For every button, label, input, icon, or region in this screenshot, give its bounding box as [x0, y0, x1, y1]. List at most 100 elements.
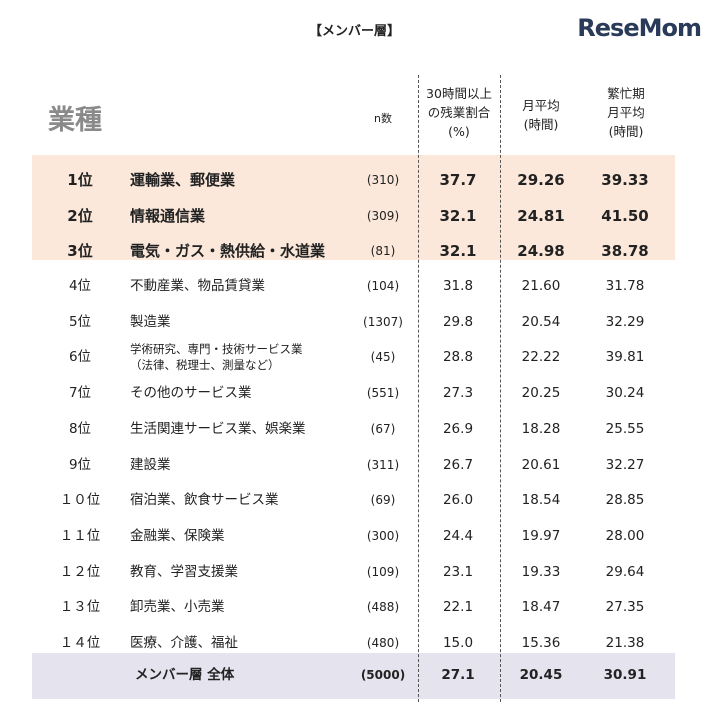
overtime-ratio: 24.4	[442, 527, 474, 544]
monthly-avg: 19.97	[521, 527, 561, 544]
sample-size: (67)	[370, 421, 396, 436]
sample-size: (104)	[366, 279, 400, 293]
header-line: (時間)	[523, 117, 559, 132]
industry-name: 情報通信業	[130, 206, 206, 225]
sample-size: (69)	[370, 493, 396, 508]
industry-name: 学術研究、専門・技術サービス業 （法律、税理士、測量など）	[130, 341, 345, 373]
header-line: 繁忙期	[607, 86, 645, 101]
industry-name: 金融業、保険業	[130, 527, 225, 544]
sample-size: (81)	[370, 244, 396, 258]
industry-name: 教育、学習支援業	[130, 563, 238, 580]
header-overtime-ratio: 30時間以上 の残業割合 (%)	[418, 84, 500, 141]
monthly-avg: 24.81	[517, 206, 565, 225]
overtime-ratio: 26.0	[442, 492, 474, 509]
busy-avg: 32.29	[605, 313, 645, 330]
rank: 1位	[67, 171, 93, 189]
overtime-ratio: 32.1	[439, 242, 477, 260]
overtime-ratio: 26.7	[442, 456, 474, 473]
header-industry: 業種	[48, 105, 102, 136]
busy-avg: 39.81	[605, 349, 645, 366]
column-divider	[418, 75, 419, 702]
sample-size: (551)	[366, 386, 400, 401]
header-n: n数	[374, 112, 392, 125]
industry-name: 不動産業、物品賃貸業	[130, 278, 265, 294]
total-avg: 20.45	[519, 667, 563, 683]
industry-name: 卸売業、小売業	[130, 599, 225, 616]
table-row: １２位 教育、学習支援業 (109) 23.1 19.33 29.64	[0, 555, 709, 590]
monthly-avg: 19.33	[521, 563, 561, 580]
rank: 3位	[67, 242, 93, 260]
rank: １２位	[59, 563, 101, 580]
sample-size: (488)	[366, 600, 400, 615]
monthly-avg: 18.47	[521, 599, 561, 616]
table-row: 1位 運輸業、郵便業 (310) 37.7 29.26 39.33	[0, 163, 709, 198]
sample-size: (310)	[366, 173, 400, 187]
sample-size: (109)	[366, 564, 400, 579]
table-row: 3位 電気・ガス・熱供給・水道業 (81) 32.1 24.98 38.78	[0, 234, 709, 269]
table-row: 4位 不動産業、物品賃貸業 (104) 31.8 21.60 31.78	[0, 269, 709, 304]
busy-avg: 28.85	[605, 492, 645, 509]
busy-avg: 41.50	[601, 206, 649, 225]
total-highlight-band	[32, 653, 675, 699]
overtime-ratio: 29.8	[442, 313, 474, 330]
industry-name: 製造業	[130, 313, 171, 330]
busy-avg: 28.00	[605, 527, 645, 544]
monthly-avg: 20.54	[521, 313, 561, 330]
sample-size: (300)	[366, 528, 400, 543]
header-line: の残業割合	[427, 105, 491, 120]
monthly-avg: 20.25	[521, 385, 561, 402]
overtime-ratio: 28.8	[442, 349, 474, 366]
overtime-ratio: 26.9	[442, 420, 474, 437]
table-row: １１位 金融業、保険業 (300) 24.4 19.97 28.00	[0, 519, 709, 554]
busy-avg: 21.38	[605, 635, 645, 651]
table-row: 6位 学術研究、専門・技術サービス業 （法律、税理士、測量など） (45) 28.8…	[0, 340, 709, 375]
rank: 4位	[68, 278, 92, 294]
industry-name: 医療、介護、福祉	[130, 635, 238, 651]
sample-size: (311)	[366, 457, 400, 472]
sample-size: (309)	[366, 208, 400, 223]
sample-size: (1307)	[363, 314, 403, 329]
busy-avg: 27.35	[605, 599, 645, 616]
industry-name: 電気・ガス・熱供給・水道業	[130, 242, 326, 260]
monthly-avg: 21.60	[521, 278, 561, 294]
rank: 9位	[68, 456, 92, 473]
busy-avg: 25.55	[605, 420, 645, 437]
header-line: 月平均	[522, 98, 560, 113]
overtime-ratio: 22.1	[442, 599, 474, 616]
header-line: (時間)	[608, 124, 644, 139]
header-line: 30時間以上	[426, 86, 492, 101]
header-busy-avg: 繁忙期 月平均 (時間)	[585, 84, 667, 141]
table-row: 7位 その他のサービス業 (551) 27.3 20.25 30.24	[0, 376, 709, 411]
table-row: 9位 建設業 (311) 26.7 20.61 32.27	[0, 448, 709, 483]
monthly-avg: 18.54	[521, 492, 561, 509]
total-row: メンバー層 全体 (5000) 27.1 20.45 30.91	[0, 658, 709, 693]
table-row: １４位 医療、介護、福祉 (480) 15.0 15.36 21.38	[0, 626, 709, 661]
industry-name: 建設業	[130, 456, 171, 473]
table-row: 2位 情報通信業 (309) 32.1 24.81 41.50	[0, 199, 709, 234]
table-row: １３位 卸売業、小売業 (488) 22.1 18.47 27.35	[0, 590, 709, 625]
busy-avg: 29.64	[605, 563, 645, 580]
busy-avg: 32.27	[605, 456, 645, 473]
overtime-ratio: 37.7	[439, 171, 477, 189]
overtime-ratio: 31.8	[442, 278, 474, 294]
overtime-ratio: 23.1	[442, 563, 474, 580]
table-row: 8位 生活関連サービス業、娯楽業 (67) 26.9 18.28 25.55	[0, 412, 709, 447]
industry-line: 学術研究、専門・技術サービス業	[130, 342, 303, 357]
rank: 5位	[68, 313, 92, 330]
header-monthly-avg: 月平均 (時間)	[500, 96, 582, 134]
sample-size: (480)	[366, 636, 400, 650]
monthly-avg: 20.61	[521, 456, 561, 473]
monthly-avg: 29.26	[517, 171, 565, 189]
sample-size: (45)	[370, 350, 396, 365]
industry-name: 宿泊業、飲食サービス業	[130, 492, 279, 509]
total-n: (5000)	[360, 668, 406, 682]
rank: １０位	[59, 492, 101, 509]
industry-subline: （法律、税理士、測量など）	[130, 358, 280, 373]
rank: １４位	[59, 635, 101, 651]
rank: 7位	[68, 385, 92, 402]
industry-name: 運輸業、郵便業	[130, 171, 236, 189]
industry-name: その他のサービス業	[130, 385, 252, 402]
total-busy: 30.91	[603, 667, 647, 683]
table-row: １０位 宿泊業、飲食サービス業 (69) 26.0 18.54 28.85	[0, 483, 709, 518]
